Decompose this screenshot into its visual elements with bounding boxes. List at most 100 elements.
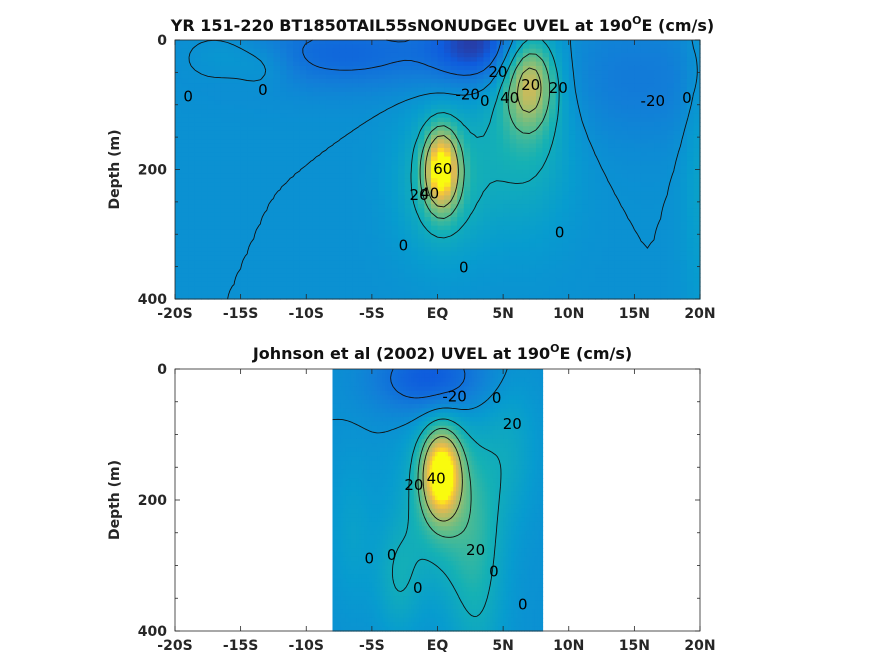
heatmap-cell <box>680 242 688 248</box>
heatmap-cell <box>640 65 649 71</box>
heatmap-cell <box>686 294 695 300</box>
heatmap-cell <box>352 74 360 80</box>
heatmap-cell <box>306 152 314 158</box>
heatmap-cell <box>529 229 537 235</box>
heatmap-cell <box>503 208 511 214</box>
heatmap-cell <box>562 87 570 93</box>
heatmap-cell <box>385 281 393 287</box>
heatmap-cell <box>240 70 248 76</box>
heatmap-cell <box>188 268 196 274</box>
heatmap-cell <box>194 221 202 227</box>
heatmap-cell <box>214 229 222 235</box>
heatmap-cell <box>339 48 347 54</box>
heatmap-cell <box>667 143 675 149</box>
contour-label: 0 <box>459 258 469 276</box>
heatmap-cell <box>496 134 504 140</box>
contour-label: 40 <box>500 89 519 107</box>
heatmap-cell <box>470 208 478 214</box>
heatmap-cell <box>234 147 242 153</box>
heatmap-cell <box>332 242 340 248</box>
heatmap-cell <box>207 182 215 188</box>
heatmap-cell <box>345 74 353 80</box>
heatmap-cell <box>476 225 485 231</box>
heatmap-cell <box>508 369 512 374</box>
heatmap-cell <box>575 186 583 192</box>
heatmap-cell <box>444 74 452 80</box>
heatmap-cell <box>175 109 183 114</box>
heatmap-cell <box>640 290 649 296</box>
heatmap-cell <box>601 156 609 162</box>
heatmap-cell <box>483 91 491 97</box>
heatmap-cell <box>430 169 439 175</box>
heatmap-cell <box>516 242 524 248</box>
heatmap-cell <box>614 255 622 261</box>
heatmap-cell <box>542 178 550 184</box>
heatmap-cell <box>214 173 222 179</box>
heatmap-cell <box>476 199 485 205</box>
heatmap-cell <box>667 204 675 209</box>
heatmap-cell <box>214 109 222 114</box>
heatmap-cell <box>509 40 517 45</box>
heatmap-cell <box>437 113 445 119</box>
heatmap-cell <box>234 156 242 162</box>
heatmap-cell <box>542 234 550 240</box>
heatmap-cell <box>575 61 583 67</box>
heatmap-cell <box>483 199 491 205</box>
heatmap-cell <box>476 229 485 235</box>
heatmap-cell <box>621 191 629 196</box>
heatmap-cell <box>483 186 491 192</box>
heatmap-cell <box>214 152 222 158</box>
heatmap-cell <box>175 91 183 97</box>
heatmap-cell <box>286 91 294 97</box>
heatmap-cell <box>306 70 314 76</box>
heatmap-cell <box>253 290 261 296</box>
heatmap-cell <box>353 373 357 379</box>
heatmap-cell <box>293 182 301 188</box>
heatmap-cell <box>286 130 294 136</box>
heatmap-cell <box>312 48 320 54</box>
heatmap-cell <box>181 70 189 76</box>
heatmap-cell <box>595 186 603 192</box>
heatmap-cell <box>280 40 288 45</box>
heatmap-cell <box>411 78 419 84</box>
heatmap-cell <box>280 242 288 248</box>
heatmap-cell <box>391 78 399 84</box>
heatmap-cell <box>391 169 399 175</box>
heatmap-cell <box>503 199 511 205</box>
heatmap-cell <box>555 104 563 110</box>
heatmap-cell <box>516 294 524 300</box>
heatmap-cell <box>424 229 432 235</box>
heatmap-cell <box>595 91 603 97</box>
heatmap-cell <box>293 134 301 140</box>
heatmap-cell <box>306 169 314 175</box>
heatmap-cell <box>542 208 550 214</box>
heatmap-cell <box>595 83 603 89</box>
heatmap-cell <box>398 122 406 127</box>
heatmap-cell <box>673 122 681 127</box>
heatmap-cell <box>686 40 695 45</box>
heatmap-cell <box>345 221 353 227</box>
heatmap-cell <box>667 70 675 76</box>
heatmap-cell <box>175 268 183 274</box>
heatmap-cell <box>621 109 629 114</box>
heatmap-cell <box>339 290 347 296</box>
heatmap-cell <box>306 225 314 231</box>
heatmap-cell <box>680 40 688 45</box>
heatmap-cell <box>371 156 380 162</box>
heatmap-cell <box>640 225 649 231</box>
heatmap-cell <box>568 195 576 201</box>
heatmap-cell <box>693 57 701 63</box>
heatmap-cell <box>378 100 386 106</box>
heatmap-cell <box>175 273 183 279</box>
heatmap-cell <box>513 369 517 374</box>
heatmap-cell <box>280 100 288 106</box>
heatmap-cell <box>568 216 576 222</box>
heatmap-cell <box>234 178 242 184</box>
heatmap-cell <box>608 225 616 231</box>
heatmap-cell <box>365 173 373 179</box>
heatmap-cell <box>516 260 524 266</box>
heatmap-cell <box>522 212 530 218</box>
heatmap-cell <box>398 277 406 283</box>
heatmap-cell <box>227 216 235 222</box>
heatmap-cell <box>400 373 404 379</box>
